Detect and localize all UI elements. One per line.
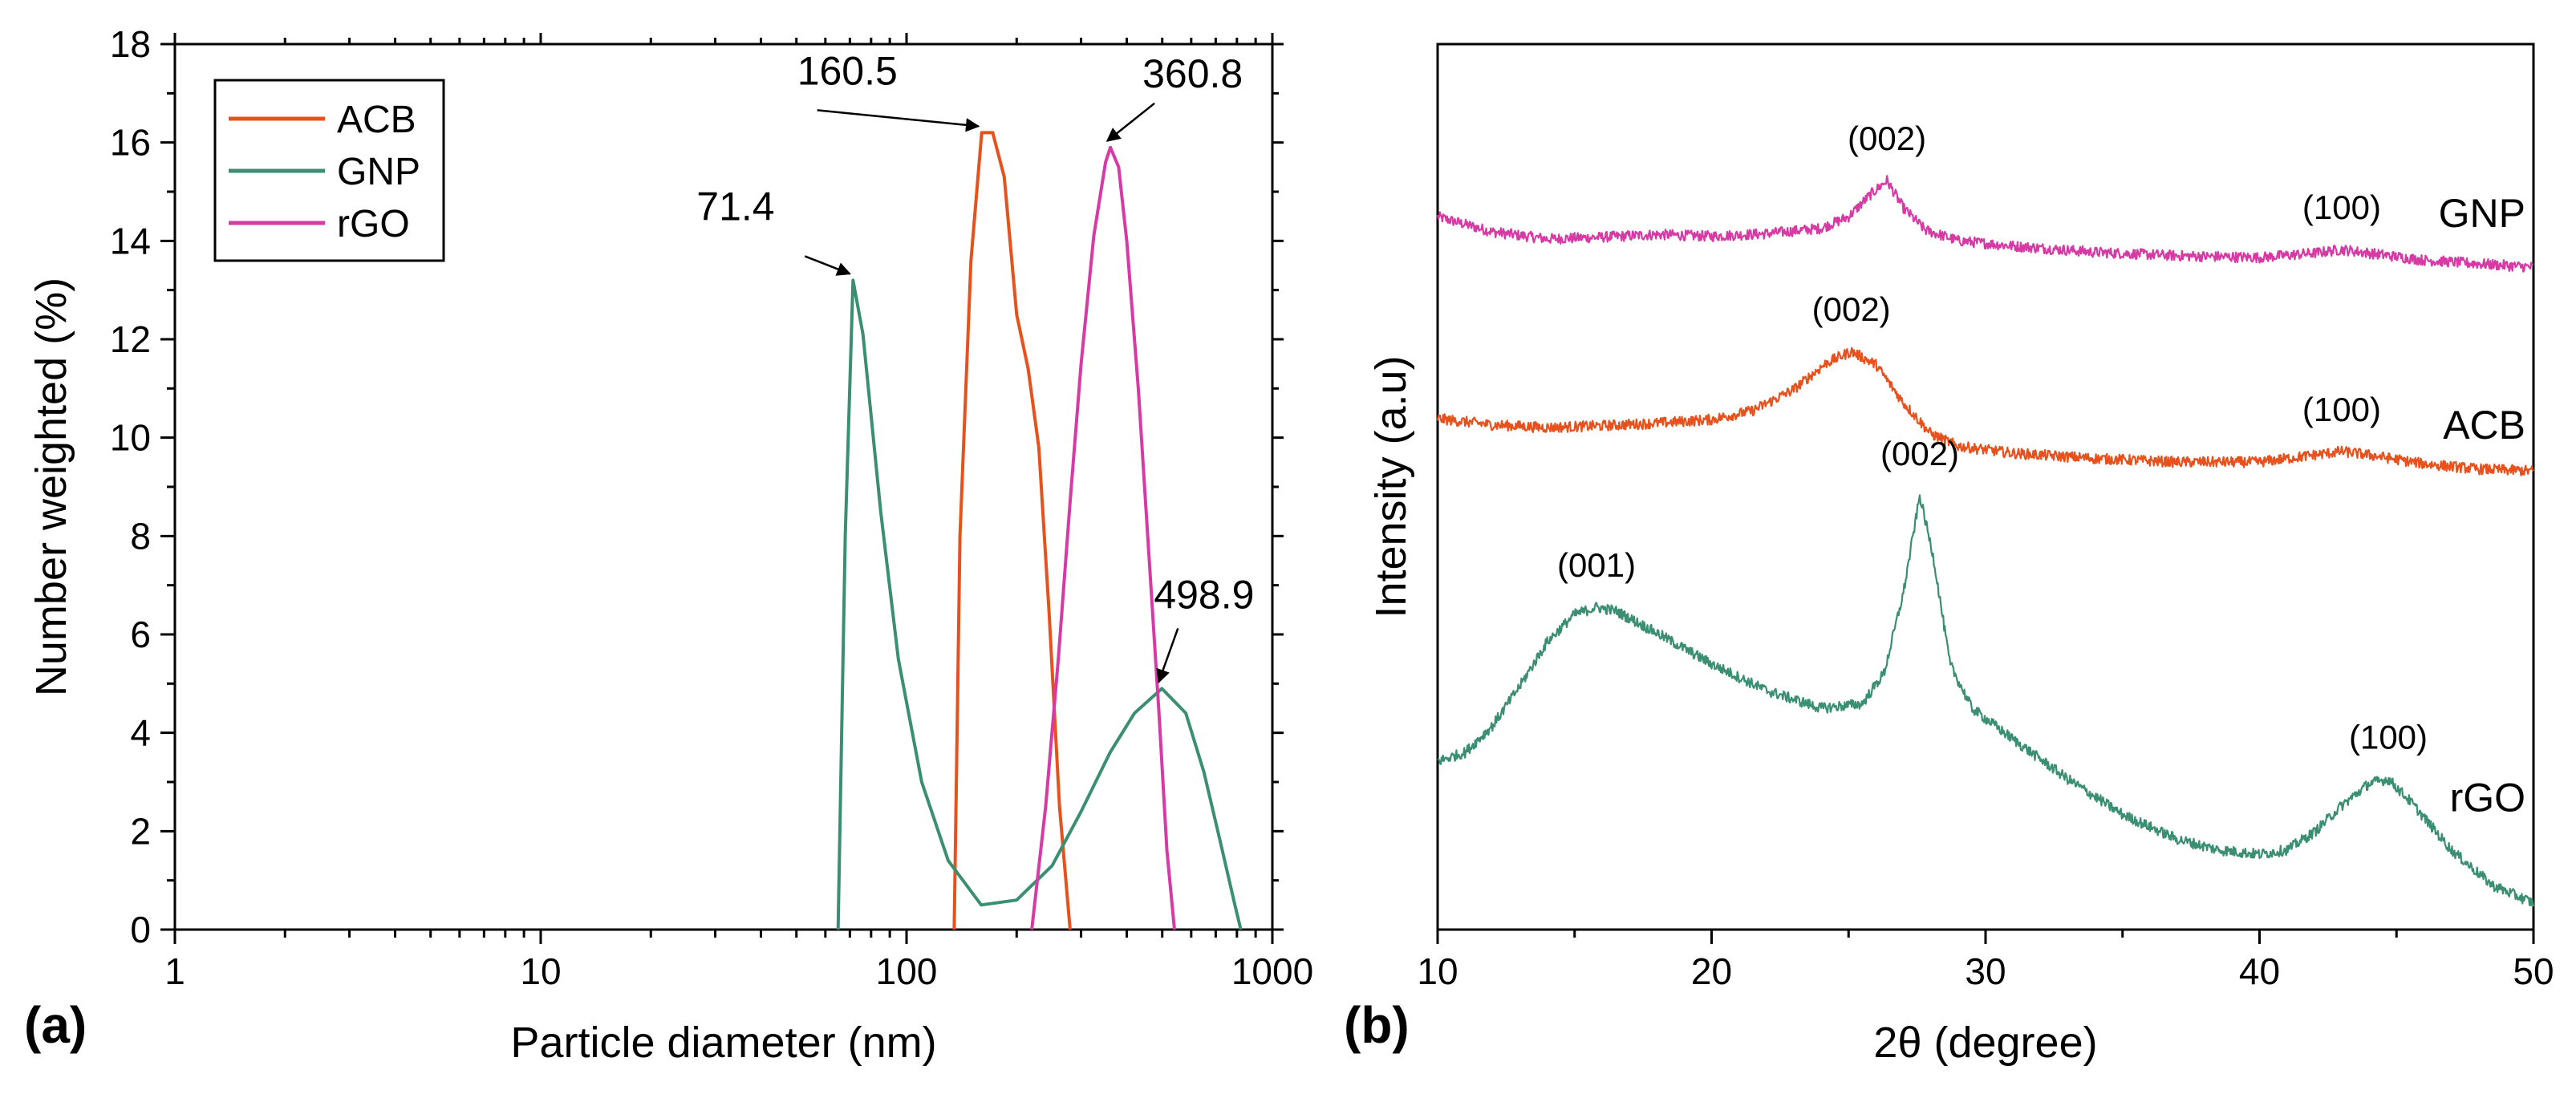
panel-b-y-axis-title: Intensity (a.u) [1367,355,1415,618]
panel-b-series-rgo [1437,494,2535,907]
panel-a-y-axis-title: Number weighted (%) [27,278,75,696]
legend-label-acb: ACB [337,99,416,141]
panel-b-peak-label: (002) [1848,120,1926,157]
panel-b-x-axis-title: 2θ (degree) [1873,1019,2097,1067]
panel-a-peak-label: 498.9 [1154,572,1254,617]
panel-a-series-rgo [1030,145,1176,930]
panel-a-y-tick-label: 14 [110,220,151,261]
panel-b-series-label-gnp: GNP [2439,191,2525,236]
panel-b-peak-label: (001) [1557,546,1636,584]
legend-label-rgo: rGO [337,203,410,245]
panel-a-y-tick-label: 12 [110,318,151,360]
panel-a-peak-label: 360.8 [1142,51,1243,96]
panel-a-peak-label: 71.4 [696,184,774,229]
panel-a-x-tick-label: 10 [520,950,561,992]
panel-b-x-tick-label: 10 [1417,950,1458,992]
panel-a-x-axis-title: Particle diameter (nm) [510,1019,936,1067]
panel-b-label: (b) [1344,996,1410,1054]
panel-a-peak-arrow [1156,628,1179,684]
legend-label-gnp: GNP [337,151,420,193]
panel-a-y-tick-label: 0 [130,909,151,950]
panel-b-x-tick-label: 20 [1691,950,1732,992]
panel-b: 10 20 30 40 50 GNP ACB rGO (002) (100) (002) (100)… [1344,43,2554,1067]
panel-b-peak-label: (002) [1880,435,1959,472]
panel-a-series-acb [952,131,1072,930]
panel-a-peak-arrow [804,255,851,276]
panel-b-series-gnp [1436,175,2534,273]
panel-b-x-tick-label: 30 [1965,950,2006,992]
panel-a-series-gnp [836,278,1243,930]
panel-a-y-tick-label: 4 [130,712,151,754]
panel-a: 1 10 100 1000 0 2 4 6 8 10 12 14 16 18 160.5 360.8 71.4… [24,23,1313,1067]
panel-b-peak-label: (100) [2349,718,2428,756]
panel-b-x-tick-label: 40 [2239,950,2280,992]
panel-b-peak-label: (100) [2302,188,2381,226]
panel-a-x-tick-label: 1000 [1231,950,1313,992]
panel-a-y-tick-label: 10 [110,417,151,459]
panel-b-series-label-rgo: rGO [2450,775,2525,820]
panel-b-peak-label: (002) [1812,290,1891,328]
panel-b-frame [1436,43,2535,931]
panel-b-x-tick-label: 50 [2513,950,2554,992]
panel-a-y-tick-label: 16 [110,122,151,164]
panel-a-y-tick-label: 2 [130,810,151,852]
panel-a-y-tick-label: 8 [130,515,151,557]
panel-a-peak-label: 160.5 [797,48,898,93]
panel-a-y-tick-label: 18 [110,23,151,65]
panel-b-peak-label: (100) [2302,391,2381,428]
panel-a-legend: ACB GNP rGO [213,79,445,262]
panel-a-y-tick-label: 6 [130,614,151,655]
panel-b-series-label-acb: ACB [2443,403,2525,448]
panel-a-x-tick-label: 1 [164,950,185,992]
panel-b-series-acb [1436,346,2534,476]
panel-a-peak-arrow [1105,102,1155,142]
panel-a-label: (a) [24,996,87,1054]
panel-a-peak-arrow [817,109,980,132]
panel-a-x-tick-label: 100 [876,950,938,992]
